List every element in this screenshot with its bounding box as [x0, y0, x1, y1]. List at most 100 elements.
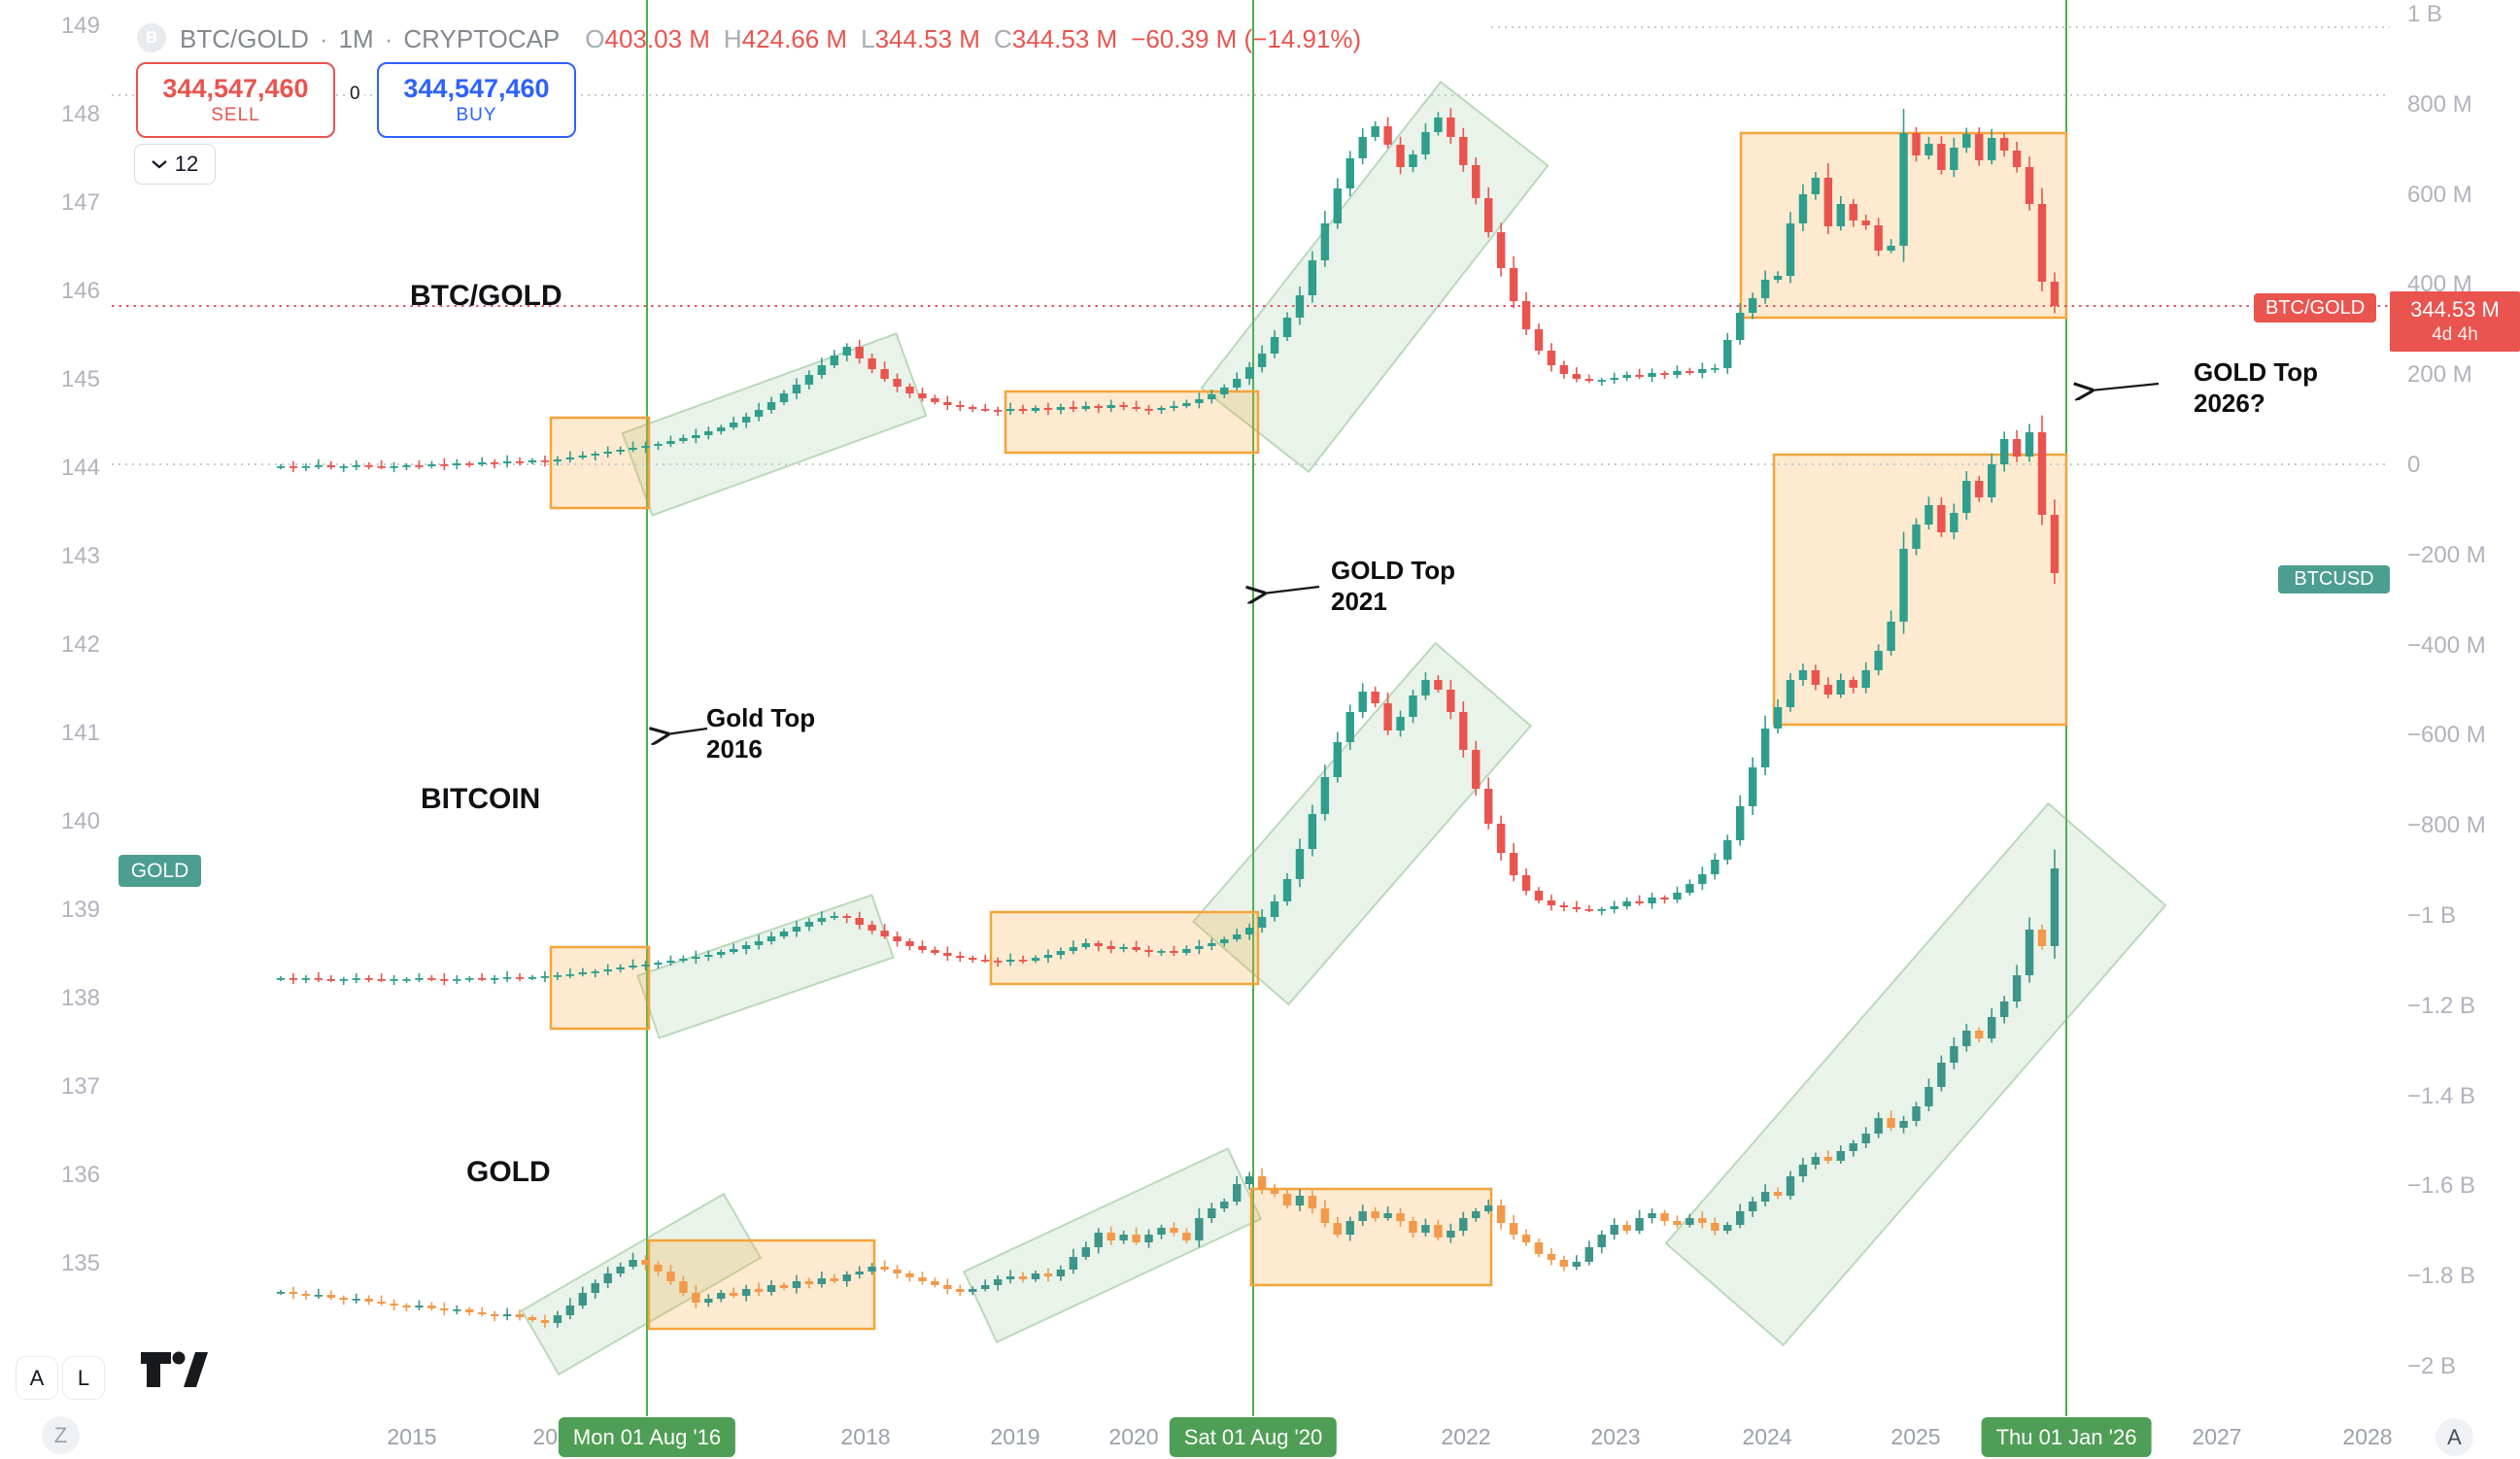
- left-axis-tick: 142: [60, 631, 100, 658]
- legend-separator: ·: [319, 24, 328, 53]
- change-value: −60.39 M (−14.91%): [1131, 24, 1362, 53]
- event-date-badge: Sat 01 Aug '20: [1169, 1417, 1338, 1457]
- interval-dropdown[interactable]: 12: [134, 144, 216, 185]
- chart-annotation[interactable]: GOLD Top 2021: [1331, 556, 1456, 616]
- bar-countdown: 4d 4h: [2432, 323, 2478, 345]
- chart-annotation[interactable]: GOLD Top 2026?: [2194, 357, 2319, 418]
- annotation-arrow[interactable]: [666, 729, 708, 734]
- event-date-badge: Mon 01 Aug '16: [558, 1417, 736, 1457]
- right-axis-tick: −800 M: [2407, 812, 2486, 839]
- time-axis-year: 2024: [1742, 1424, 1792, 1449]
- left-axis-tick: 143: [60, 543, 100, 569]
- close-value: 344.53 M: [1011, 24, 1118, 53]
- right-axis-tick: −1 B: [2407, 902, 2457, 929]
- btcgold-last-price-label: 344.53 M 4d 4h: [2390, 291, 2520, 352]
- high-label: H: [723, 24, 742, 53]
- time-axis-year: 2028: [2342, 1424, 2393, 1449]
- range-highlight-box[interactable]: [549, 945, 651, 1031]
- right-axis-tick: 0: [2407, 452, 2421, 478]
- adjust-data-button[interactable]: A: [16, 1356, 58, 1400]
- left-axis-tick: 146: [60, 278, 100, 304]
- interval-title[interactable]: 1M: [338, 24, 374, 53]
- sell-label: SELL: [211, 104, 260, 125]
- close-label: C: [993, 24, 1012, 53]
- left-axis-tick: 148: [60, 101, 100, 127]
- trend-highlight-box[interactable]: [621, 332, 928, 517]
- log-scale-button[interactable]: L: [62, 1356, 105, 1400]
- left-axis-tick: 149: [60, 13, 100, 39]
- pane-label-gold[interactable]: GOLD: [466, 1156, 551, 1188]
- left-axis-tick: 139: [60, 897, 100, 923]
- high-value: 424.66 M: [741, 24, 848, 53]
- sell-button[interactable]: 344,547,460 SELL: [136, 62, 335, 138]
- time-axis-year: 2022: [1441, 1424, 1491, 1449]
- right-axis-tick: −1.4 B: [2407, 1082, 2476, 1109]
- right-axis-tick: 200 M: [2407, 361, 2472, 389]
- buy-button[interactable]: 344,547,460 BUY: [377, 62, 576, 138]
- annotation-arrow[interactable]: [2091, 384, 2160, 390]
- time-axis-year: 2020: [1108, 1424, 1159, 1449]
- gold-series-tag: GOLD: [119, 855, 201, 887]
- left-axis-tick: 136: [60, 1162, 100, 1188]
- candles-gold: [276, 849, 2060, 1329]
- right-axis-tick: −1.6 B: [2407, 1172, 2476, 1200]
- time-axis-year: 2019: [990, 1424, 1040, 1449]
- right-axis-tick: 600 M: [2407, 181, 2472, 208]
- trend-highlight-box[interactable]: [636, 894, 895, 1039]
- range-highlight-box[interactable]: [1772, 453, 2068, 727]
- time-axis-year: 2023: [1590, 1424, 1641, 1449]
- range-highlight-box[interactable]: [549, 416, 651, 510]
- trend-highlight-box[interactable]: [1664, 801, 2167, 1347]
- open-label: O: [585, 24, 605, 53]
- symbol-title[interactable]: BTC/GOLD: [180, 24, 309, 53]
- exchange-title: CRYPTOCAP: [403, 24, 561, 53]
- candles-btc-gold: [276, 108, 2060, 473]
- time-axis[interactable]: 2015201620182019202020222023202420252027…: [0, 1416, 2520, 1459]
- time-axis-year: 2018: [840, 1424, 891, 1449]
- right-axis-tick: −200 M: [2407, 541, 2486, 568]
- trend-highlight-box[interactable]: [962, 1147, 1263, 1343]
- left-axis-tick: 140: [60, 808, 100, 834]
- symbol-logo-icon: B: [137, 23, 166, 52]
- time-axis-year: 2027: [2192, 1424, 2242, 1449]
- range-highlight-box[interactable]: [1004, 390, 1260, 455]
- right-axis-tick: −600 M: [2407, 722, 2486, 749]
- timezone-button[interactable]: Z: [42, 1416, 80, 1454]
- chart-annotation[interactable]: Gold Top 2016: [706, 703, 816, 763]
- left-price-axis[interactable]: 149 148 147 146 145 144 143 142 141 140 139 138 137 1…: [0, 0, 112, 1416]
- ohlc-values: O403.03 M H424.66 M L344.53 M C344.53 M: [585, 24, 1117, 54]
- candles-bitcoin: [276, 415, 2060, 986]
- right-axis-tick: −1.2 B: [2407, 992, 2476, 1019]
- annotation-arrow[interactable]: [1263, 587, 1320, 594]
- last-price-value: 344.53 M: [2410, 297, 2500, 322]
- tradingview-logo-icon[interactable]: [141, 1350, 219, 1391]
- chevron-down-icon: [152, 160, 167, 169]
- left-axis-tick: 144: [60, 455, 100, 481]
- low-value: 344.53 M: [874, 24, 980, 53]
- auto-scale-button[interactable]: A: [2435, 1418, 2473, 1456]
- left-axis-tick: 135: [60, 1250, 100, 1276]
- buy-label: BUY: [456, 104, 497, 125]
- left-axis-tick: 147: [60, 189, 100, 216]
- chart-legend[interactable]: BTC/GOLD · 1M · CRYPTOCAP O403.03 M H424…: [180, 24, 1361, 54]
- right-axis-tick: 1 B: [2407, 1, 2443, 27]
- sell-price: 344,547,460: [162, 74, 309, 104]
- time-axis-year: 2015: [387, 1424, 437, 1449]
- legend-separator: ·: [384, 24, 393, 53]
- btcusd-series-tag: BTCUSD: [2278, 565, 2390, 594]
- open-value: 403.03 M: [604, 24, 710, 53]
- left-axis-tick: 145: [60, 366, 100, 392]
- left-axis-tick: 137: [60, 1073, 100, 1100]
- left-axis-tick: 138: [60, 985, 100, 1011]
- low-label: L: [861, 24, 875, 53]
- right-price-axis[interactable]: 1 B 800 M 600 M 400 M 200 M 0 −200 M −400 M −600…: [2407, 0, 2520, 1416]
- trend-highlight-box[interactable]: [520, 1192, 763, 1376]
- right-axis-tick: −2 B: [2407, 1353, 2457, 1379]
- right-axis-tick: −1.8 B: [2407, 1263, 2476, 1290]
- spread-value: 0: [346, 84, 364, 105]
- pane-label-bitcoin[interactable]: BITCOIN: [421, 783, 541, 815]
- time-axis-year: 2025: [1890, 1424, 1941, 1449]
- pane-label-btc-gold[interactable]: BTC/GOLD: [410, 280, 562, 312]
